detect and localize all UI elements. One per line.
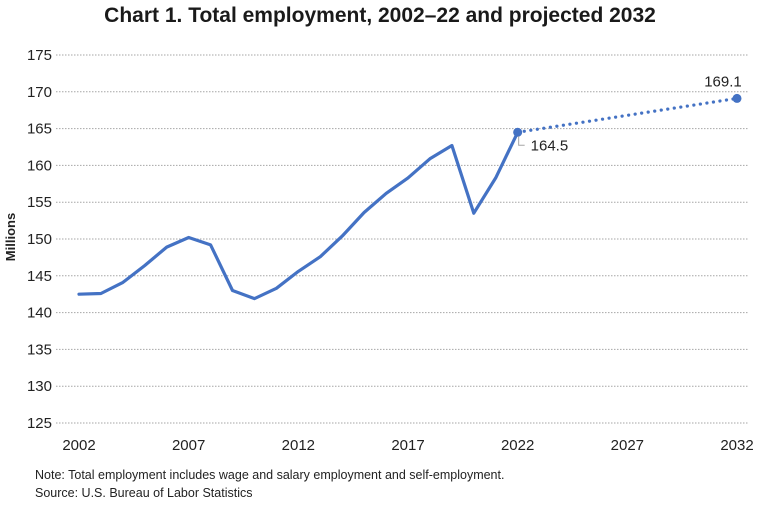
y-tick-label: 165	[27, 121, 52, 138]
x-tick-label: 2022	[501, 437, 534, 454]
y-axis-label: Millions	[3, 213, 18, 261]
x-tick-label: 2002	[62, 437, 95, 454]
x-axis-ticks: 2002 2007 2012 2017 2022 2027 2032	[62, 437, 753, 454]
y-tick-label: 150	[27, 231, 52, 248]
y-tick-label: 170	[27, 84, 52, 101]
y-axis-ticks: 125 130 135 140 145 150 155 160 165 170 175	[27, 47, 52, 432]
y-tick-label: 135	[27, 341, 52, 358]
y-tick-label: 155	[27, 194, 52, 211]
data-label: 169.1	[704, 73, 742, 90]
y-tick-label: 130	[27, 378, 52, 395]
employment-line	[77, 130, 520, 301]
x-tick-label: 2012	[282, 437, 315, 454]
chart-title: Chart 1. Total employment, 2002–22 and p…	[104, 4, 656, 27]
x-tick-label: 2007	[172, 437, 205, 454]
y-tick-label: 125	[27, 415, 52, 432]
y-tick-label: 140	[27, 305, 52, 322]
data-labels: 164.5 169.1	[518, 73, 742, 154]
x-tick-label: 2032	[720, 437, 753, 454]
x-tick-label: 2017	[391, 437, 424, 454]
chart-note: Note: Total employment includes wage and…	[35, 468, 505, 482]
projection-line	[516, 96, 739, 134]
data-point-marker	[732, 93, 742, 103]
y-tick-label: 145	[27, 268, 52, 285]
leader-line	[518, 136, 525, 146]
data-label: 164.5	[531, 137, 569, 154]
data-point-marker	[513, 127, 523, 137]
y-tick-label: 160	[27, 157, 52, 174]
y-tick-label: 175	[27, 47, 52, 64]
x-tick-label: 2027	[611, 437, 644, 454]
gridlines	[56, 54, 748, 424]
chart-source: Source: U.S. Bureau of Labor Statistics	[35, 486, 253, 500]
series-layer	[77, 93, 742, 301]
